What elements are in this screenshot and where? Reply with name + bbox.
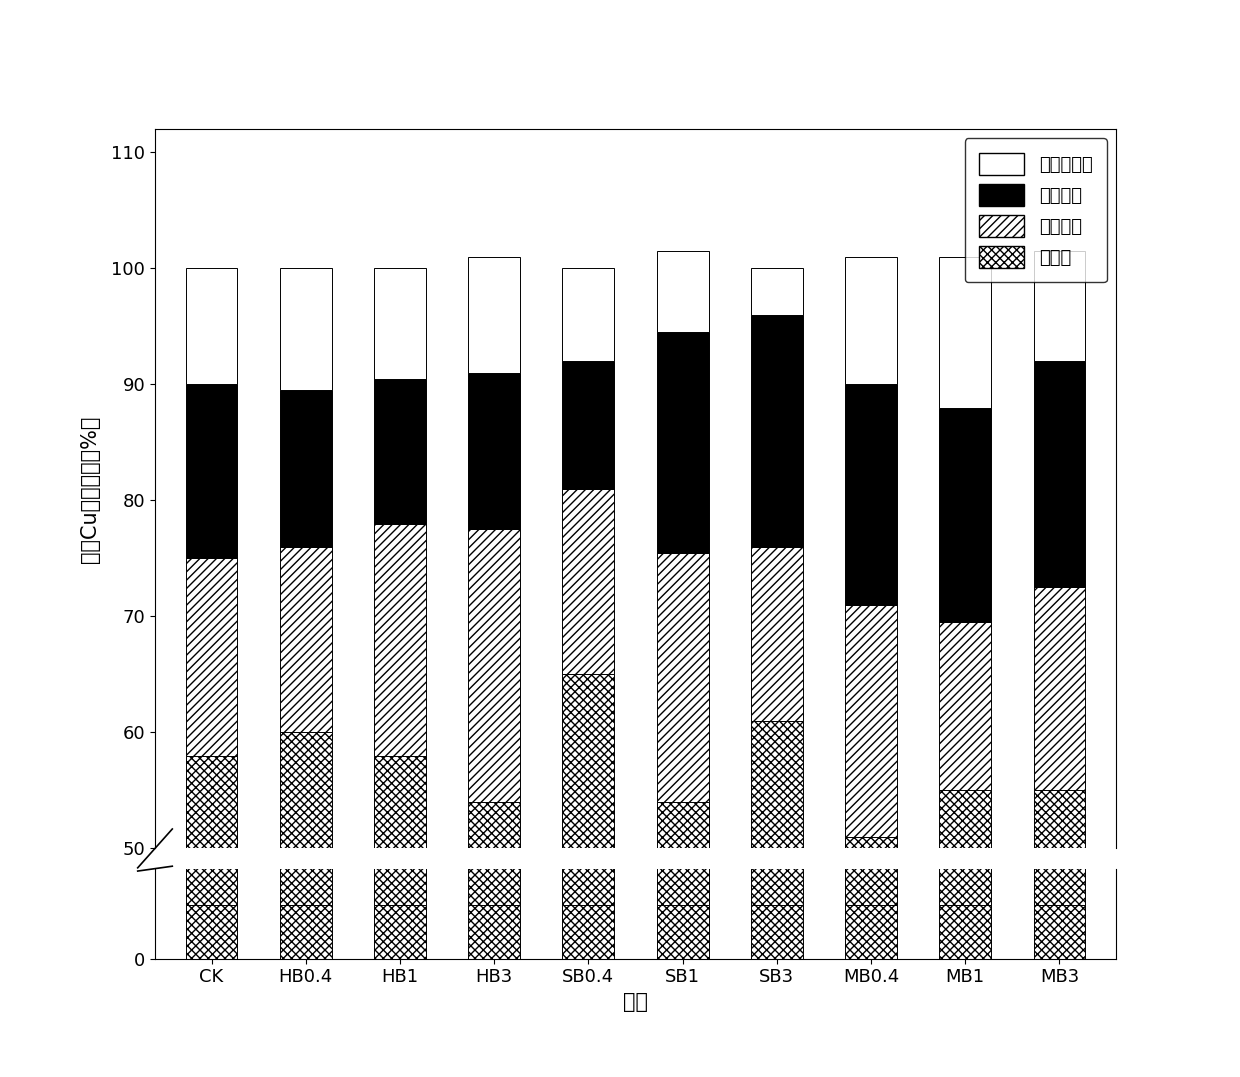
- Bar: [751, 0, 802, 905]
- Bar: [280, 547, 331, 732]
- Bar: [940, 623, 991, 791]
- Bar: [1034, 587, 1085, 791]
- Bar: [280, 905, 331, 959]
- Bar: [186, 558, 237, 756]
- Bar: [940, 407, 991, 623]
- Bar: [846, 384, 897, 605]
- Legend: 弱酸提取态, 可氧化态, 可还原态, 残渣态: 弱酸提取态, 可氧化态, 可还原态, 残渣态: [965, 138, 1107, 282]
- Bar: [374, 523, 425, 756]
- Bar: [186, 0, 237, 905]
- Bar: [751, 905, 802, 959]
- Bar: [186, 268, 237, 384]
- Bar: [846, 0, 897, 905]
- Bar: [563, 905, 614, 959]
- Y-axis label: 尾矿Cu形态分布（%）: 尾矿Cu形态分布（%）: [81, 415, 100, 562]
- Bar: [940, 0, 991, 905]
- Bar: [846, 605, 897, 837]
- Bar: [280, 0, 331, 905]
- Bar: [469, 530, 520, 802]
- Bar: [940, 905, 991, 959]
- Bar: [374, 0, 425, 905]
- Bar: [657, 905, 708, 959]
- Bar: [186, 756, 237, 1077]
- Bar: [563, 268, 614, 361]
- Bar: [469, 256, 520, 373]
- Bar: [469, 0, 520, 905]
- Bar: [657, 332, 708, 553]
- Bar: [751, 314, 802, 547]
- Bar: [563, 361, 614, 489]
- Bar: [280, 732, 331, 1077]
- Bar: [469, 905, 520, 959]
- Bar: [374, 379, 425, 523]
- Bar: [563, 489, 614, 674]
- Bar: [657, 251, 708, 332]
- Bar: [657, 0, 708, 905]
- Bar: [846, 256, 897, 384]
- Bar: [940, 791, 991, 1077]
- Bar: [469, 373, 520, 530]
- Bar: [563, 674, 614, 1077]
- Bar: [186, 905, 237, 959]
- Bar: [846, 837, 897, 1077]
- Bar: [657, 553, 708, 802]
- Bar: [751, 721, 802, 1077]
- Bar: [940, 256, 991, 407]
- Bar: [1034, 361, 1085, 587]
- Bar: [1034, 0, 1085, 905]
- Bar: [186, 384, 237, 558]
- Bar: [563, 0, 614, 905]
- Bar: [469, 802, 520, 1077]
- Bar: [280, 390, 331, 547]
- Bar: [1034, 251, 1085, 361]
- Bar: [846, 905, 897, 959]
- Bar: [657, 802, 708, 1077]
- Bar: [1034, 905, 1085, 959]
- X-axis label: 处理: 处理: [622, 992, 649, 1011]
- Bar: [280, 268, 331, 390]
- Bar: [374, 905, 425, 959]
- Bar: [374, 268, 425, 379]
- Bar: [751, 268, 802, 314]
- Bar: [1034, 791, 1085, 1077]
- Bar: [374, 756, 425, 1077]
- Bar: [751, 547, 802, 721]
